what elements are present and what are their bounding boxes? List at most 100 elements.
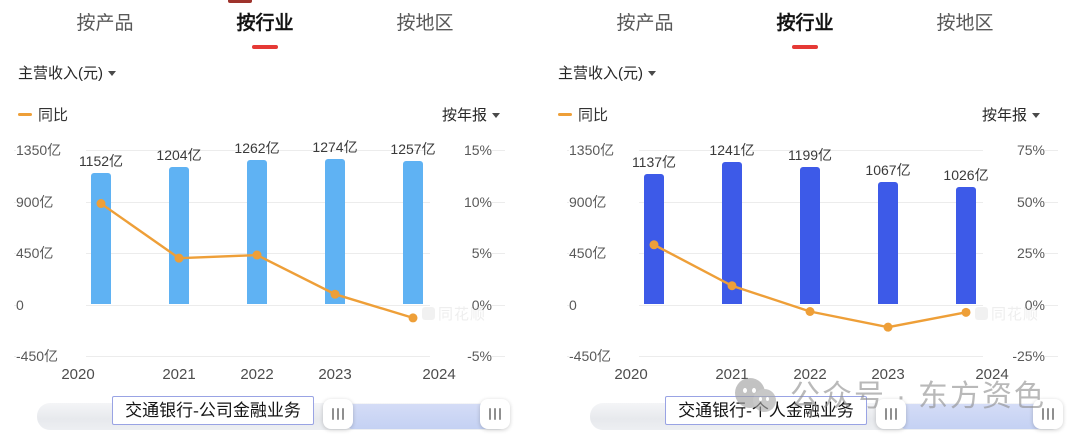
period-label: 按年报 [441,107,487,124]
grid-line [14,150,505,151]
tab-by-region[interactable]: 按地区 [885,8,1045,40]
chevron-down-icon [492,113,500,118]
slider-handle-right[interactable] [1033,399,1063,429]
slider-selected-range[interactable] [348,404,498,429]
chevron-down-icon [108,71,116,76]
x-axis-year-label: 2020 [61,366,95,383]
slider-handle-right[interactable] [480,399,510,429]
grid-line [14,356,505,357]
period-label: 按年报 [981,107,1027,124]
panel-personal-finance: 按产品 按行业 按地区 主营收入(元) 同比 按年报 同花顺 交通银行-个人金融… [540,0,1080,444]
y-axis-tick-label: 0 [569,295,639,314]
wechat-watermark-text: 公众号 · 东方资色 [790,380,1046,413]
yoy-point[interactable] [961,307,971,317]
tab-by-product[interactable]: 按产品 [25,8,185,40]
revenue-bar[interactable] [722,162,742,305]
x-axis-year-label: 2024 [975,366,1009,383]
revenue-bar[interactable] [169,166,189,305]
y-axis-tick-label: 450亿 [16,244,86,262]
active-tab-underline [792,45,818,49]
revenue-bar[interactable] [956,187,976,305]
revenue-bar[interactable] [878,182,898,305]
bar-value-label: 1204亿 [156,146,202,163]
y-axis-tick-label: 900亿 [569,192,639,211]
slider-handle-left[interactable] [876,399,906,429]
bar-value-label: 1199亿 [787,147,833,164]
bar-value-label: 1026亿 [943,167,989,184]
grid-line [567,356,1058,357]
revenue-bar[interactable] [644,174,664,305]
bar-value-label: 1067亿 [865,162,911,179]
metric-dropdown[interactable]: 主营收入(元) [558,62,656,83]
y-axis-tick-label: -450亿 [569,347,639,365]
percent-axis-tick-label: 75% [983,141,1045,159]
tab-by-product[interactable]: 按产品 [565,8,725,40]
tonghuashun-logo-icon [975,307,988,320]
percent-axis-tick-label: 5% [430,244,492,262]
metric-dropdown[interactable]: 主营收入(元) [18,62,116,83]
metric-label: 主营收入(元) [18,65,103,82]
y-axis-tick-label: 0 [16,295,86,314]
legend-yoy: 同比 [558,104,608,125]
tab-bar: 按产品 按行业 按地区 [565,8,1055,49]
slider-handle-left[interactable] [323,399,353,429]
yoy-point[interactable] [883,322,893,332]
revenue-bar[interactable] [325,158,345,305]
chart-area: 同花顺 交通银行-公司金融业务 1350亿 15% 900亿 10% 450亿 5% 0 0%… [14,138,510,430]
wechat-avatar-icon [753,388,776,412]
active-tab-underline [252,45,278,49]
tab-label: 按产品 [616,13,674,34]
chevron-down-icon [648,71,656,76]
revenue-bar[interactable] [91,172,111,305]
panel-corporate-finance: 按产品 按行业 按地区 主营收入(元) 同比 按年报 同花顺 交通银行-公司金融… [14,0,515,430]
tab-label: 按行业 [776,13,834,34]
x-axis-year-label: 2024 [422,366,456,383]
tab-by-industry[interactable]: 按行业 [725,8,885,49]
revenue-bar[interactable] [247,160,267,305]
y-axis-tick-label: 1350亿 [569,141,639,159]
percent-axis-tick-label: 0% [983,295,1045,314]
tonghuashun-logo-icon [422,307,435,320]
tonghuashun-watermark-text: 同花顺 [438,306,487,323]
chart-area: 同花顺 交通银行-个人金融业务 1350亿75%900亿50%450亿25%00… [553,0,1080,444]
tab-bar: 按产品 按行业 按地区 [25,8,515,49]
tab-label: 按产品 [76,13,134,34]
yoy-point[interactable] [408,313,418,323]
x-axis-year-label: 2020 [614,366,648,383]
x-axis-year-label: 2022 [240,366,274,383]
tab-label: 按行业 [236,13,294,34]
chevron-down-icon [1032,113,1040,118]
line-series-swatch-icon [558,112,572,117]
period-dropdown[interactable]: 按年报 [442,104,500,125]
tab-label: 按地区 [396,13,454,34]
bar-value-label: 1274亿 [312,138,358,155]
bar-value-label: 1137亿 [631,154,677,171]
x-axis-year-label: 2023 [871,366,905,383]
metric-label: 主营收入(元) [558,65,643,82]
tab-by-industry[interactable]: 按行业 [185,8,345,49]
bar-value-label: 1152亿 [78,152,124,169]
tab-by-region[interactable]: 按地区 [345,8,505,40]
legend-label: 同比 [578,107,609,124]
line-series-swatch-icon [18,112,32,117]
x-axis-year-label: 2021 [162,366,196,383]
tonghuashun-watermark-text: 同花顺 [991,306,1040,323]
grid-line [567,150,1058,151]
legend-label: 同比 [38,107,69,124]
slider-selected-range[interactable] [901,404,1051,429]
percent-axis-tick-label: -25% [983,347,1045,365]
revenue-bar[interactable] [403,160,423,305]
period-dropdown[interactable]: 按年报 [982,104,1040,125]
revenue-bar[interactable] [800,167,820,305]
bar-value-label: 1262亿 [234,140,280,157]
bar-value-label: 1257亿 [390,140,436,157]
wechat-watermark: 公众号 · 东方资色 [735,371,1046,415]
tab-label: 按地区 [936,13,994,34]
cropped-red-artifact [228,0,252,3]
legend-yoy: 同比 [18,104,68,125]
tonghuashun-watermark: 同花顺 [975,303,1039,324]
yoy-point[interactable] [805,307,815,317]
percent-axis-tick-label: -5% [430,347,492,365]
series-label-box[interactable]: 交通银行-公司金融业务 [112,396,314,425]
